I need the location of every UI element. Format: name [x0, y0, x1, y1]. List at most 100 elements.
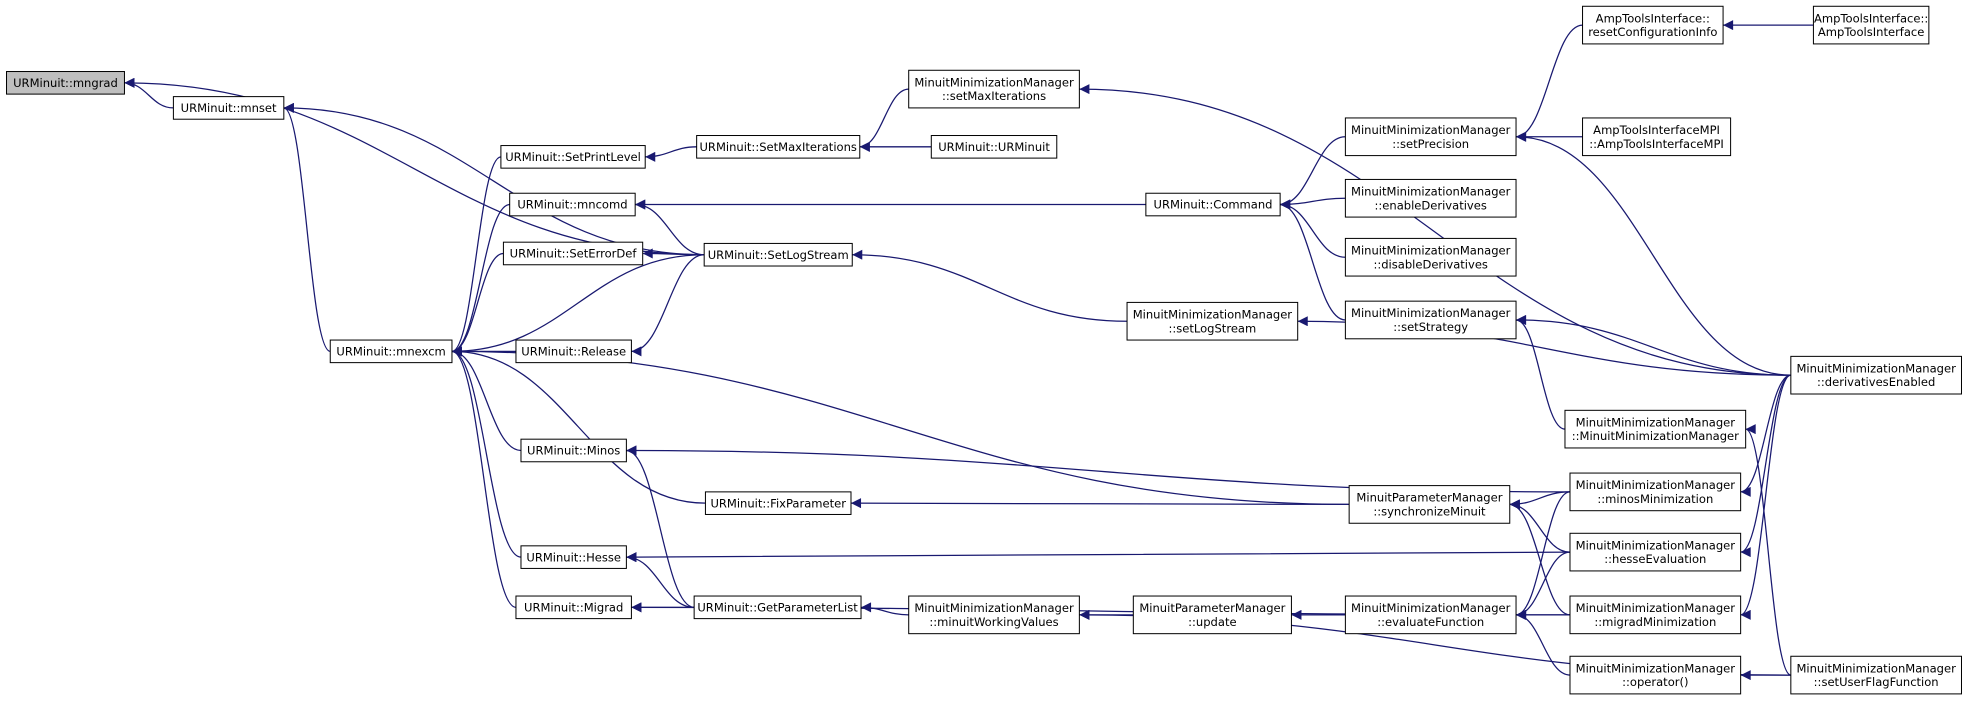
- node-label: ::MinuitMinimizationManager: [1572, 429, 1739, 443]
- node-label: URMinuit::Migrad: [524, 600, 623, 614]
- node-label: MinuitMinimizationManager: [1133, 307, 1293, 321]
- edge: [642, 248, 705, 259]
- edge: [1515, 551, 1571, 620]
- node-box: [1348, 485, 1511, 524]
- node-label: ::derivativesEnabled: [1817, 375, 1935, 389]
- edge: [861, 602, 909, 616]
- edge: [283, 102, 705, 256]
- node-box: [703, 242, 853, 267]
- node-box: [693, 595, 862, 620]
- edge: [124, 77, 174, 109]
- node-label: MinuitParameterManager: [1139, 601, 1285, 615]
- node-label: ::synchronizeMinuit: [1373, 504, 1486, 518]
- node-box: [1126, 301, 1299, 341]
- node-label: MinuitParameterManager: [1356, 491, 1502, 505]
- node-box: [1344, 178, 1517, 218]
- node-label: ::enableDerivatives: [1375, 198, 1487, 212]
- edge: [1745, 424, 1792, 676]
- edge: [1515, 491, 1571, 620]
- edge: [1516, 314, 1791, 376]
- node-box: [172, 96, 285, 120]
- node-box: [1145, 192, 1281, 217]
- node-box: [1569, 472, 1742, 512]
- node-label: MinuitMinimizationManager: [914, 601, 1074, 615]
- node-label: ::minosMinimization: [1597, 492, 1713, 506]
- node-label: MinuitMinimizationManager: [1351, 123, 1511, 137]
- edge: [645, 146, 697, 162]
- edge: [1515, 609, 1571, 676]
- node-label: MinuitMinimizationManager: [1796, 661, 1956, 675]
- node-box: [6, 71, 125, 95]
- edge: [1509, 499, 1571, 553]
- node-label: ::setUserFlagFunction: [1814, 675, 1939, 689]
- edge: [1740, 374, 1792, 558]
- node-box: [1812, 5, 1930, 45]
- node-label: MinuitMinimizationManager: [1576, 478, 1736, 492]
- node-label: AmpToolsInterface: [1818, 25, 1924, 39]
- node-label: MinuitMinimizationManager: [914, 75, 1074, 89]
- node-label: MinuitMinimizationManager: [1351, 601, 1511, 615]
- node-box: [509, 192, 636, 217]
- edge: [626, 551, 1570, 563]
- edge: [1509, 499, 1571, 616]
- edge: [1280, 199, 1346, 258]
- node-label: URMinuit::Hesse: [526, 550, 621, 564]
- node-label: ::migradMinimization: [1594, 615, 1716, 629]
- node-label: ::minuitWorkingValues: [929, 615, 1058, 629]
- node-label: URMinuit::GetParameterList: [697, 600, 858, 614]
- node-box: [1344, 237, 1517, 277]
- node-box: [515, 595, 632, 620]
- node-label: AmpToolsInterface::: [1596, 11, 1710, 25]
- edge: [1515, 24, 1583, 142]
- nodes: URMinuit::mngradURMinuit::mnsetURMinuit:…: [6, 5, 1962, 695]
- node-box: [1132, 595, 1292, 635]
- node-label: ::update: [1188, 615, 1236, 629]
- node-box: [1569, 532, 1742, 572]
- node-label: URMinuit::FixParameter: [710, 496, 846, 510]
- node-box: [520, 438, 627, 463]
- edge: [451, 346, 1350, 506]
- node-label: URMinuit::mnset: [181, 101, 277, 115]
- edge: [1079, 84, 1791, 376]
- edge: [451, 346, 522, 558]
- edge: [1515, 315, 1566, 430]
- node-box: [908, 595, 1080, 635]
- node-label: URMinuit::SetPrintLevel: [505, 150, 641, 164]
- node-label: ::setLogStream: [1169, 321, 1257, 335]
- node-box: [930, 135, 1058, 159]
- node-box: [1790, 355, 1962, 395]
- node-box: [502, 241, 644, 266]
- node-label: ::operator(): [1622, 675, 1688, 689]
- edge: [451, 346, 706, 504]
- edge: [451, 346, 517, 608]
- node-box: [1582, 5, 1724, 45]
- edge: [1280, 199, 1346, 321]
- edge: [451, 254, 705, 357]
- node-box: [520, 545, 627, 569]
- node-box: [704, 491, 852, 515]
- node-box: [329, 339, 453, 364]
- node-label: URMinuit::mngrad: [13, 76, 118, 90]
- node-label: ::AmpToolsInterfaceMPI: [1589, 137, 1724, 151]
- edge: [451, 203, 510, 357]
- node-label: ::hesseEvaluation: [1604, 552, 1706, 566]
- node-label: AmpToolsInterface::: [1814, 11, 1928, 25]
- node-label: MinuitMinimizationManager: [1576, 538, 1736, 552]
- edge: [626, 445, 695, 608]
- node-label: ::setStrategy: [1393, 320, 1468, 334]
- node-label: MinuitMinimizationManager: [1351, 243, 1511, 257]
- node-box: [1344, 117, 1517, 157]
- node-box: [1569, 595, 1742, 635]
- edge: [850, 498, 1350, 509]
- node-label: ::setMaxIterations: [942, 89, 1046, 103]
- node-box: [696, 135, 861, 159]
- node-label: URMinuit::mncomd: [517, 198, 627, 212]
- node-label: MinuitMinimizationManager: [1576, 661, 1736, 675]
- node-label: URMinuit::Release: [521, 344, 626, 358]
- node-label: MinuitMinimizationManager: [1351, 306, 1511, 320]
- node-label: ::evaluateFunction: [1377, 615, 1484, 629]
- edge: [631, 254, 705, 357]
- node-label: URMinuit::SetMaxIterations: [700, 140, 857, 154]
- edge: [1740, 374, 1792, 497]
